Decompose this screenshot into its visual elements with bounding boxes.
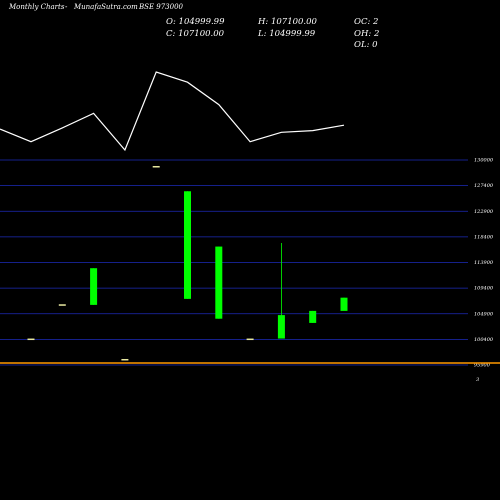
y-tick-label: 113900 bbox=[474, 260, 494, 266]
candle-body bbox=[215, 246, 223, 319]
price-line bbox=[0, 71, 345, 152]
y-tick-label: 100400 bbox=[474, 337, 494, 343]
candle-body bbox=[277, 315, 285, 339]
y-tick-label: 104900 bbox=[474, 311, 494, 317]
chart-source-label: MunafaSutra.com bbox=[74, 3, 138, 11]
candle-body bbox=[58, 304, 66, 306]
candle-body bbox=[309, 310, 317, 323]
chart-sep-label: - bbox=[65, 3, 68, 11]
chart-site-label: Monthly Charts bbox=[9, 3, 65, 11]
x-tick-label: 3 bbox=[476, 377, 479, 383]
y-tick-label: 127400 bbox=[474, 183, 494, 189]
candle-body bbox=[152, 166, 160, 168]
chart-symbol-label: BSE 973000 bbox=[139, 3, 183, 11]
y-tick-label: 118400 bbox=[474, 234, 494, 240]
candle-body bbox=[246, 338, 254, 341]
y-tick-label: 130000 bbox=[474, 158, 494, 164]
candle-body bbox=[27, 338, 35, 341]
candle-body bbox=[90, 268, 98, 305]
oc-value: OC: 2 bbox=[354, 17, 379, 27]
y-tick-label: 109400 bbox=[474, 286, 494, 292]
y-tick-label: 122900 bbox=[474, 209, 494, 215]
close-value: C: 107100.00 bbox=[166, 29, 225, 39]
candle-body bbox=[121, 358, 129, 361]
ol-value: OL: 0 bbox=[354, 40, 378, 50]
candle-body bbox=[184, 191, 191, 299]
oh-value: OH: 2 bbox=[354, 29, 380, 39]
y-tick-label: 95900 bbox=[474, 363, 491, 369]
high-value: H: 107100.00 bbox=[258, 17, 317, 27]
low-value: L: 104999.99 bbox=[258, 29, 316, 39]
open-value: O: 104999.99 bbox=[166, 17, 225, 27]
candle-body bbox=[340, 297, 348, 311]
